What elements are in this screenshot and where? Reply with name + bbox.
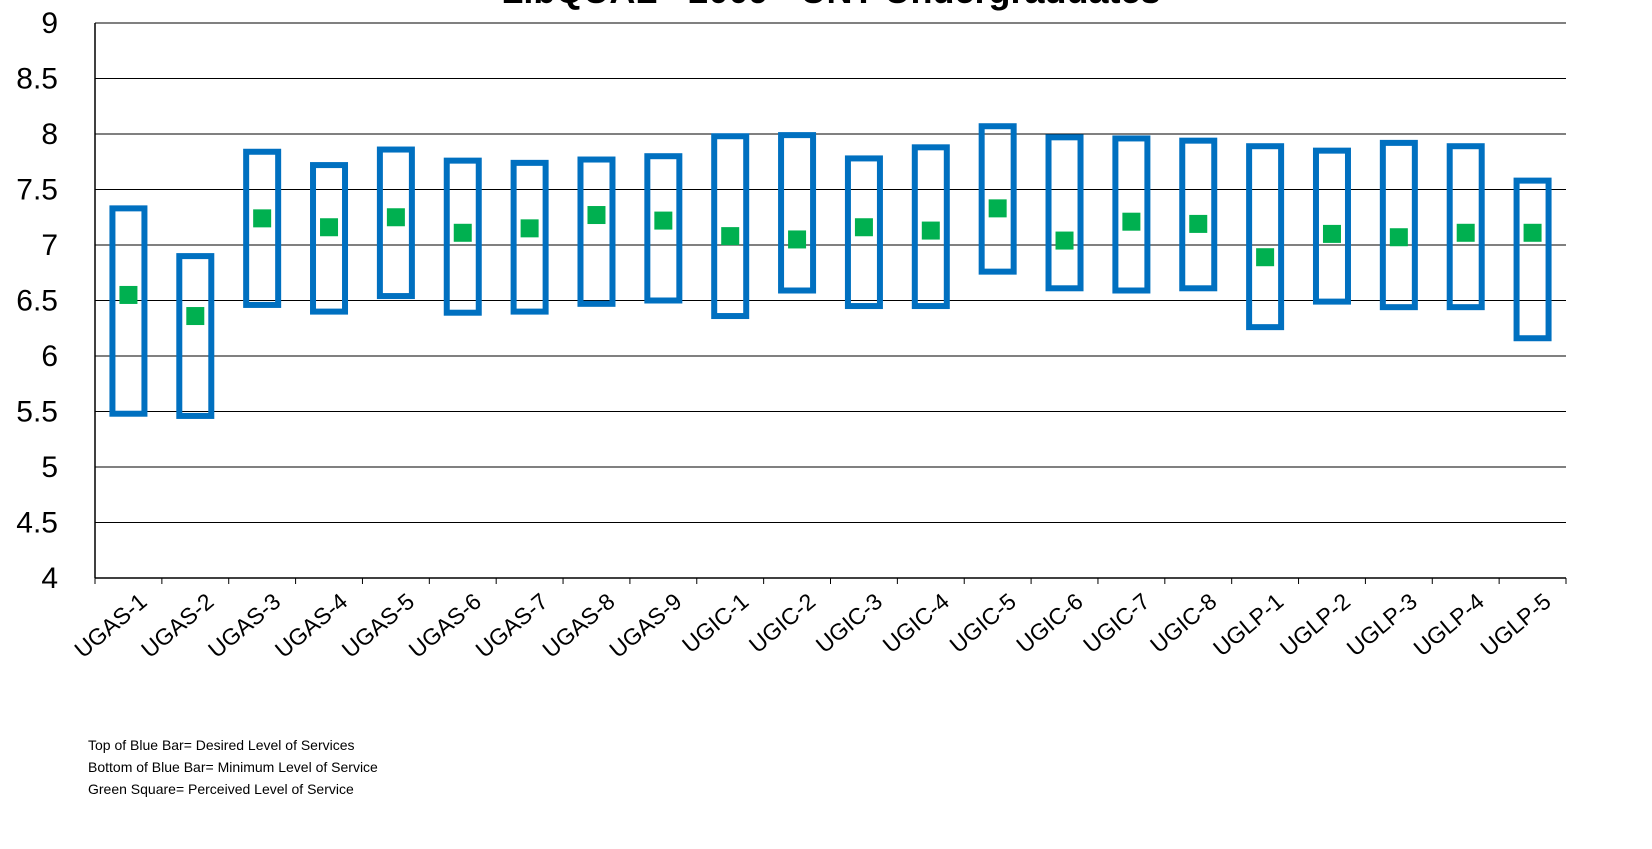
x-tick-label-uglp-3: UGLP-3 (1342, 588, 1422, 661)
x-axis-ticks: UGAS-1UGAS-2UGAS-3UGAS-4UGAS-5UGAS-6UGAS… (69, 588, 1555, 663)
x-tick-label-ugic-7: UGIC-7 (1078, 588, 1154, 658)
x-tick-label-ugic-6: UGIC-6 (1011, 588, 1087, 658)
x-tick-label-ugas-1: UGAS-1 (69, 588, 151, 663)
perceived-marker-ugic-2 (788, 230, 807, 249)
perceived-marker-ugic-5 (988, 199, 1007, 218)
perceived-marker-uglp-2 (1322, 224, 1341, 243)
perceived-marker-ugic-1 (721, 227, 740, 246)
x-tick-label-ugic-1: UGIC-1 (677, 588, 753, 658)
perceived-marker-ugas-8 (587, 206, 606, 225)
range-bar-uglp-5 (1513, 177, 1552, 342)
y-tick-label: 5 (41, 451, 58, 484)
x-tick-label-uglp-4: UGLP-4 (1409, 588, 1490, 661)
legend-note-minimum: Bottom of Blue Bar= Minimum Level of Ser… (88, 759, 378, 775)
y-tick-label: 7.5 (16, 174, 58, 207)
y-tick-label: 4 (41, 562, 58, 595)
y-tick-label: 4.5 (16, 507, 58, 540)
y-tick-label: 6.5 (16, 285, 58, 318)
range-bar-ugic-4 (911, 144, 950, 310)
x-tick-label-ugas-3: UGAS-3 (203, 588, 285, 663)
perceived-marker-ugas-6 (453, 223, 472, 242)
perceived-marker-ugas-7 (520, 219, 539, 238)
x-tick-label-ugas-5: UGAS-5 (337, 588, 419, 663)
range-bar-ugas-9 (644, 153, 683, 304)
range-bar-ugas-7 (510, 159, 549, 315)
x-tick-label-ugas-4: UGAS-4 (270, 588, 352, 663)
x-tick-label-ugic-5: UGIC-5 (944, 588, 1020, 658)
gridlines (94, 22, 1567, 584)
range-bar-ugas-5 (376, 146, 415, 300)
range-bar-ugas-3 (243, 148, 282, 308)
range-bar-ugas-2 (176, 253, 215, 419)
range-bar-uglp-4 (1446, 143, 1485, 311)
x-tick-label-uglp-1: UGLP-1 (1208, 588, 1288, 661)
x-tick-label-ugas-7: UGAS-7 (471, 588, 553, 663)
range-bar-ugas-4 (310, 162, 349, 315)
range-bars (109, 123, 1552, 419)
y-tick-label: 8.5 (16, 63, 58, 96)
x-tick-label-ugas-9: UGAS-9 (604, 588, 686, 663)
range-bar-uglp-3 (1379, 139, 1418, 311)
perceived-marker-ugas-5 (386, 208, 405, 227)
range-bar-ugic-6 (1045, 134, 1084, 292)
x-tick-label-ugic-4: UGIC-4 (878, 588, 955, 658)
y-tick-label: 9 (41, 7, 58, 40)
perceived-marker-ugic-7 (1122, 212, 1141, 231)
perceived-marker-ugic-8 (1189, 214, 1208, 233)
y-tick-label: 6 (41, 340, 58, 373)
x-tick-label-ugic-8: UGIC-8 (1145, 588, 1221, 658)
x-tick-label-ugas-8: UGAS-8 (537, 588, 619, 663)
perceived-markers (119, 199, 1542, 326)
perceived-marker-ugas-9 (654, 211, 673, 230)
perceived-marker-ugas-3 (253, 209, 272, 228)
range-bar-ugic-5 (978, 123, 1017, 275)
perceived-marker-ugic-3 (854, 218, 873, 237)
x-tick-label-ugas-6: UGAS-6 (404, 588, 486, 663)
perceived-marker-ugas-1 (119, 285, 138, 304)
range-bar-ugic-7 (1112, 135, 1151, 294)
perceived-marker-uglp-3 (1389, 228, 1408, 247)
y-tick-label: 7 (41, 229, 58, 262)
perceived-marker-uglp-1 (1256, 248, 1275, 267)
y-axis-ticks: 4 4.5 5 5.5 6 6.5 7 7.5 8 8.5 9 (16, 7, 58, 595)
range-bar-ugas-1 (109, 205, 148, 417)
range-bar-ugic-1 (711, 133, 750, 320)
perceived-marker-ugic-4 (921, 221, 940, 240)
legend-note-desired: Top of Blue Bar= Desired Level of Servic… (88, 737, 355, 753)
range-bar-uglp-2 (1312, 147, 1351, 305)
perceived-marker-ugas-2 (186, 307, 205, 326)
y-tick-label: 5.5 (16, 396, 58, 429)
perceived-marker-ugas-4 (320, 218, 339, 237)
x-tick-label-uglp-2: UGLP-2 (1275, 588, 1355, 661)
perceived-marker-uglp-5 (1523, 223, 1542, 242)
range-bar-ugic-2 (778, 132, 817, 294)
perceived-marker-uglp-4 (1456, 223, 1475, 242)
x-tick-label-uglp-5: UGLP-5 (1475, 588, 1555, 661)
range-bar-ugic-8 (1179, 137, 1218, 292)
y-tick-label: 8 (41, 118, 58, 151)
range-bar-ugic-3 (844, 155, 883, 310)
x-tick-label-ugas-2: UGAS-2 (136, 588, 218, 663)
range-bar-ugas-8 (577, 156, 616, 307)
x-tick-label-ugic-3: UGIC-3 (811, 588, 887, 658)
range-bar-ugas-6 (443, 157, 482, 316)
x-tick-label-ugic-2: UGIC-2 (744, 588, 820, 658)
chart-title: LibQUAL+ 2009 - UNT Undergraduates (501, 0, 1160, 11)
legend-note-perceived: Green Square= Perceived Level of Service (88, 781, 354, 797)
perceived-marker-ugic-6 (1055, 231, 1074, 250)
range-bar-uglp-1 (1246, 143, 1285, 331)
